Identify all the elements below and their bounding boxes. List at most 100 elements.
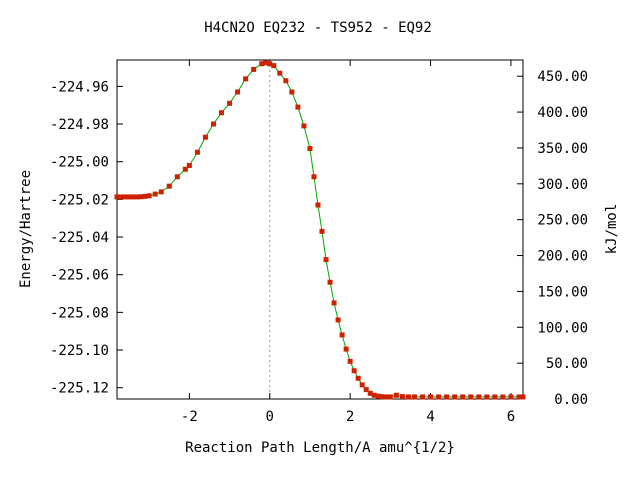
data-point	[383, 394, 389, 400]
data-point	[452, 394, 458, 400]
data-point	[243, 76, 249, 82]
data-point	[122, 194, 128, 200]
y-tick-label: -225.08	[50, 305, 109, 321]
data-point	[367, 390, 373, 396]
data-point	[399, 394, 405, 400]
data-point	[492, 394, 498, 400]
data-point	[210, 121, 216, 127]
y2-axis-label: kJ/mol	[604, 204, 620, 255]
x-tick-label: 6	[507, 409, 515, 425]
data-point	[118, 194, 124, 200]
y2-tick-label: 150.00	[537, 284, 588, 300]
data-point	[277, 70, 283, 76]
data-point	[138, 194, 144, 200]
data-point	[251, 66, 257, 72]
data-point	[375, 393, 381, 399]
data-point	[444, 394, 450, 400]
y-tick-label: -225.06	[50, 268, 109, 284]
data-point	[476, 394, 482, 400]
data-point	[347, 358, 353, 364]
data-point	[359, 382, 365, 388]
data-point	[130, 194, 136, 200]
data-point	[520, 394, 526, 400]
data-point	[166, 183, 172, 189]
data-point	[411, 394, 417, 400]
data-point	[307, 146, 313, 152]
x-tick-label: 4	[426, 409, 434, 425]
y-tick-label: -224.96	[50, 79, 109, 95]
data-point	[331, 300, 337, 306]
x-axis-label: Reaction Path Length/A amu^{1/2}	[185, 440, 455, 456]
data-point	[484, 394, 490, 400]
data-point	[152, 191, 158, 197]
x-tick-label: -2	[181, 409, 198, 425]
data-point	[227, 100, 233, 106]
y2-tick-label: 50.00	[546, 356, 588, 372]
y2-tick-label: 0.00	[554, 392, 588, 408]
y-axis-ticks: -224.96 -224.98 -225.00 -225.02 -225.04 -225.…	[50, 79, 123, 397]
data-point	[194, 149, 200, 155]
y-tick-label: -225.10	[50, 343, 109, 359]
data-point	[283, 78, 289, 84]
data-point	[202, 134, 208, 140]
data-point	[271, 63, 277, 69]
data-point	[387, 394, 393, 400]
y-tick-label: -225.12	[50, 381, 109, 397]
y-tick-label: -225.02	[50, 192, 109, 208]
data-point	[146, 193, 152, 199]
data-point	[174, 174, 180, 180]
data-point	[235, 89, 241, 95]
data-point	[295, 104, 301, 110]
y2-tick-label: 400.00	[537, 105, 588, 121]
data-point	[182, 166, 188, 172]
data-point	[428, 394, 434, 400]
data-point	[315, 202, 321, 208]
data-point	[468, 394, 474, 400]
data-point	[420, 394, 426, 400]
data-point	[311, 174, 317, 180]
data-point	[355, 375, 361, 381]
data-point	[379, 394, 385, 400]
y-tick-label: -225.00	[50, 155, 109, 171]
y2-tick-label: 100.00	[537, 320, 588, 336]
data-point	[114, 194, 120, 200]
data-point	[259, 61, 265, 67]
y-tick-label: -225.04	[50, 230, 109, 246]
y2-tick-label: 200.00	[537, 249, 588, 265]
data-point	[142, 193, 148, 199]
data-point	[319, 228, 325, 234]
x-axis-ticks: -2 0 2 4 6	[181, 60, 515, 425]
data-point	[405, 394, 411, 400]
data-point	[263, 60, 269, 66]
y2-axis-ticks: 0.00 50.00 100.00 150.00 200.00 250.00 300.00 3…	[517, 69, 588, 408]
data-point	[363, 387, 369, 393]
data-point	[267, 61, 273, 67]
data-point	[436, 394, 442, 400]
data-point	[335, 317, 341, 323]
y-tick-label: -224.98	[50, 117, 109, 133]
data-point	[301, 123, 307, 129]
data-point	[289, 89, 295, 95]
data-point	[126, 194, 132, 200]
data-point	[134, 194, 140, 200]
data-point	[327, 279, 333, 285]
data-point	[393, 392, 399, 398]
chart-title: H4CN2O EQ232 - TS952 - EQ92	[204, 20, 432, 36]
x-tick-label: 2	[346, 409, 354, 425]
data-point	[371, 392, 377, 398]
energy-data-points	[114, 60, 526, 400]
y2-tick-label: 300.00	[537, 177, 588, 193]
data-point	[460, 394, 466, 400]
y2-tick-label: 350.00	[537, 141, 588, 157]
data-point	[351, 368, 357, 374]
x-tick-label: 0	[266, 409, 274, 425]
data-point	[343, 346, 349, 352]
data-point	[186, 162, 192, 168]
data-point	[323, 257, 329, 263]
y2-tick-label: 450.00	[537, 69, 588, 85]
data-point	[500, 394, 506, 400]
data-point	[219, 110, 225, 116]
data-point	[516, 394, 522, 400]
